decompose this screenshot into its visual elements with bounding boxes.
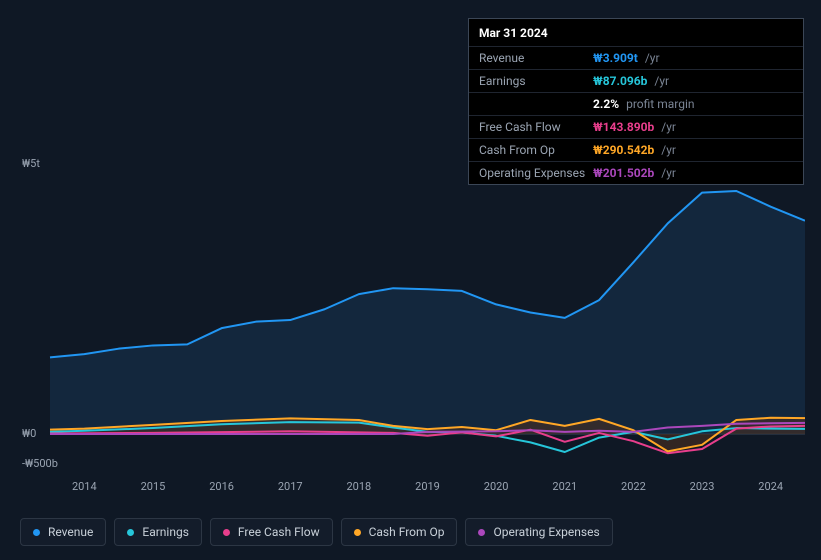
tooltip-row-label: Free Cash Flow: [479, 120, 593, 134]
x-axis-tick: 2017: [278, 480, 303, 493]
x-axis-labels: 2014 2015 2016 2017 2018 2019 2020 2021 2022 2023…: [20, 480, 805, 498]
tooltip-row-value: ₩290.542b /yr: [593, 143, 676, 157]
x-axis-tick: 2023: [690, 480, 715, 493]
legend-label: Cash From Op: [369, 525, 445, 539]
x-axis-tick: 2018: [346, 480, 371, 493]
tooltip-row-label: [479, 97, 593, 111]
tooltip-row: Earnings₩87.096b /yr: [469, 70, 803, 93]
tooltip-row-label: Cash From Op: [479, 143, 593, 157]
legend-item[interactable]: Cash From Op: [341, 518, 458, 546]
legend-label: Operating Expenses: [493, 525, 599, 539]
tooltip-row: 2.2% profit margin: [469, 93, 803, 116]
legend-label: Free Cash Flow: [238, 525, 320, 539]
legend-item[interactable]: Revenue: [20, 518, 106, 546]
legend-item[interactable]: Earnings: [114, 518, 202, 546]
legend-swatch: [223, 529, 230, 536]
tooltip-row: Free Cash Flow₩143.890b /yr: [469, 116, 803, 139]
tooltip-row-value: ₩143.890b /yr: [593, 120, 676, 134]
tooltip-row: Cash From Op₩290.542b /yr: [469, 139, 803, 162]
legend-swatch: [354, 529, 361, 536]
x-axis-tick: 2020: [484, 480, 509, 493]
legend-item[interactable]: Free Cash Flow: [210, 518, 333, 546]
legend-label: Earnings: [142, 525, 189, 539]
legend-swatch: [127, 529, 134, 536]
tooltip-row-value: ₩87.096b /yr: [593, 74, 669, 88]
x-axis-tick: 2015: [141, 480, 166, 493]
x-axis-tick: 2019: [415, 480, 440, 493]
financials-chart: [20, 160, 805, 470]
x-axis-tick: 2016: [209, 480, 234, 493]
chart-legend: Revenue Earnings Free Cash Flow Cash From O…: [20, 518, 613, 546]
x-axis-tick: 2014: [72, 480, 97, 493]
legend-item[interactable]: Operating Expenses: [465, 518, 612, 546]
legend-swatch: [33, 529, 40, 536]
tooltip-row-value: ₩3.909t /yr: [593, 51, 660, 65]
tooltip-row: Revenue₩3.909t /yr: [469, 47, 803, 70]
tooltip-row-value: 2.2% profit margin: [593, 97, 694, 111]
tooltip-date: Mar 31 2024: [469, 19, 803, 47]
tooltip-row-label: Earnings: [479, 74, 593, 88]
x-axis-tick: 2024: [758, 480, 783, 493]
legend-swatch: [478, 529, 485, 536]
tooltip-row-label: Revenue: [479, 51, 593, 65]
x-axis-tick: 2022: [621, 480, 646, 493]
legend-label: Revenue: [48, 525, 93, 539]
x-axis-tick: 2021: [552, 480, 577, 493]
